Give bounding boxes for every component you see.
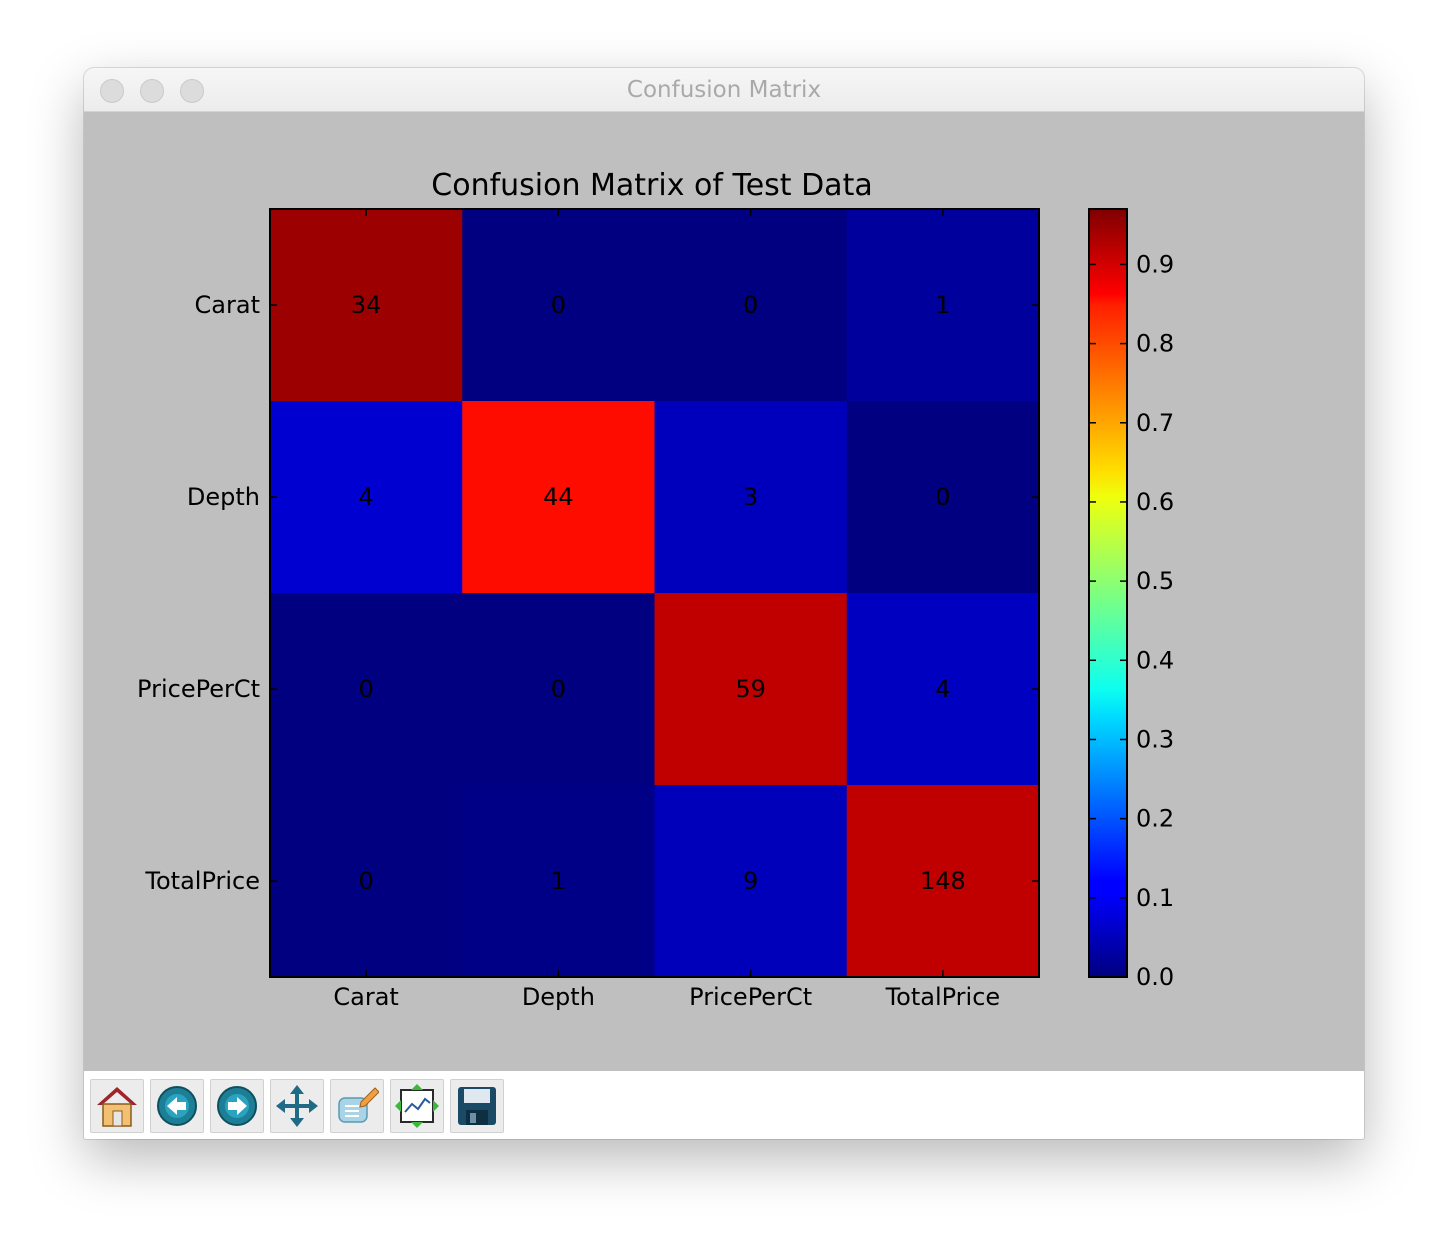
zoom-rect-icon [338, 1087, 379, 1123]
cell-value-label: 0 [551, 675, 566, 703]
heatmap-cell [270, 209, 463, 402]
heatmap-cell [462, 785, 656, 978]
x-tick-label: Carat [333, 983, 398, 1011]
configure-subplots-icon [395, 1084, 439, 1128]
heatmap-cell [846, 401, 1040, 594]
colorbar-tick-label: 0.4 [1136, 646, 1174, 674]
title-bar: Confusion Matrix [84, 68, 1364, 112]
cell-value-label: 59 [735, 675, 766, 703]
heatmap-cell [270, 785, 463, 978]
colorbar-tick-label: 0.8 [1136, 330, 1174, 358]
save-icon [458, 1087, 496, 1125]
heatmap-cell [270, 401, 463, 594]
minimize-window-button[interactable] [140, 79, 164, 103]
cell-value-label: 0 [358, 675, 373, 703]
confusion-matrix-chart: Confusion Matrix of Test Data 34 0 0 14 44 3 0… [137, 168, 1174, 1011]
forward-arrow-icon [217, 1086, 257, 1126]
colorbar-tick-label: 0.0 [1136, 963, 1174, 991]
colorbar [1088, 208, 1128, 978]
back-arrow-icon [157, 1086, 197, 1126]
move-icon [276, 1085, 318, 1127]
x-tick-label: PricePerCt [689, 983, 812, 1011]
heatmap-cell [462, 593, 656, 786]
subplots-button[interactable] [390, 1079, 444, 1133]
heatmap-cell [654, 593, 848, 786]
cell-value-label: 148 [920, 867, 966, 895]
y-tick-label: Carat [195, 291, 260, 319]
heatmap-cell [654, 209, 848, 402]
y-tick-label: PricePerCt [137, 675, 260, 703]
plot-frame [269, 208, 1040, 978]
heatmap-cell [462, 209, 656, 402]
heatmap-cell [846, 785, 1040, 978]
colorbar-tick-label: 0.7 [1136, 409, 1174, 437]
home-icon [97, 1087, 137, 1127]
cell-value-label: 34 [351, 291, 382, 319]
home-button[interactable] [90, 1079, 144, 1133]
x-tick-label: TotalPrice [885, 983, 1001, 1011]
cell-value-label: 0 [551, 291, 566, 319]
window: Confusion Matrix Confusion Matrix of Tes… [84, 68, 1364, 1139]
cell-value-label: 9 [743, 867, 758, 895]
heatmap-cell [654, 785, 848, 978]
colorbar-tick-label: 0.6 [1136, 488, 1174, 516]
pan-button[interactable] [270, 1079, 324, 1133]
figure-canvas[interactable]: Confusion Matrix of Test Data 34 0 0 1 4 44 3 0… [84, 112, 1364, 1071]
forward-button[interactable] [210, 1079, 264, 1133]
close-window-button[interactable] [100, 79, 124, 103]
y-tick-label: TotalPrice [144, 867, 260, 895]
colorbar-tick-label: 0.5 [1136, 567, 1174, 595]
chart-title: Confusion Matrix of Test Data [431, 168, 872, 203]
x-tick-label: Depth [522, 983, 595, 1011]
y-tick-label: Depth [187, 483, 260, 511]
heatmap-cell [846, 209, 1040, 402]
colorbar-tick-label: 0.1 [1136, 884, 1174, 912]
cell-value-label: 1 [551, 867, 566, 895]
heatmap-cell [846, 593, 1040, 786]
cell-value-label: 4 [358, 483, 373, 511]
cell-value-label: 4 [935, 675, 950, 703]
navigation-toolbar [84, 1071, 1364, 1139]
cell-value-label: 1 [935, 291, 950, 319]
cell-value-label: 3 [743, 483, 758, 511]
cell-value-label: 44 [543, 483, 574, 511]
save-button[interactable] [450, 1079, 504, 1133]
cell-value-label: 0 [743, 291, 758, 319]
window-title: Confusion Matrix [626, 77, 822, 103]
heatmap-cell [654, 401, 848, 594]
colorbar-tick-label: 0.2 [1136, 805, 1174, 833]
heatmap-cell [462, 401, 656, 594]
colorbar-tick-label: 0.3 [1136, 725, 1174, 753]
cell-value-label: 0 [935, 483, 950, 511]
heatmap-cell [270, 593, 463, 786]
colorbar-tick-label: 0.9 [1136, 250, 1174, 278]
cell-value-label: 0 [358, 867, 373, 895]
back-button[interactable] [150, 1079, 204, 1133]
zoom-button[interactable] [330, 1079, 384, 1133]
zoom-window-button[interactable] [180, 79, 204, 103]
